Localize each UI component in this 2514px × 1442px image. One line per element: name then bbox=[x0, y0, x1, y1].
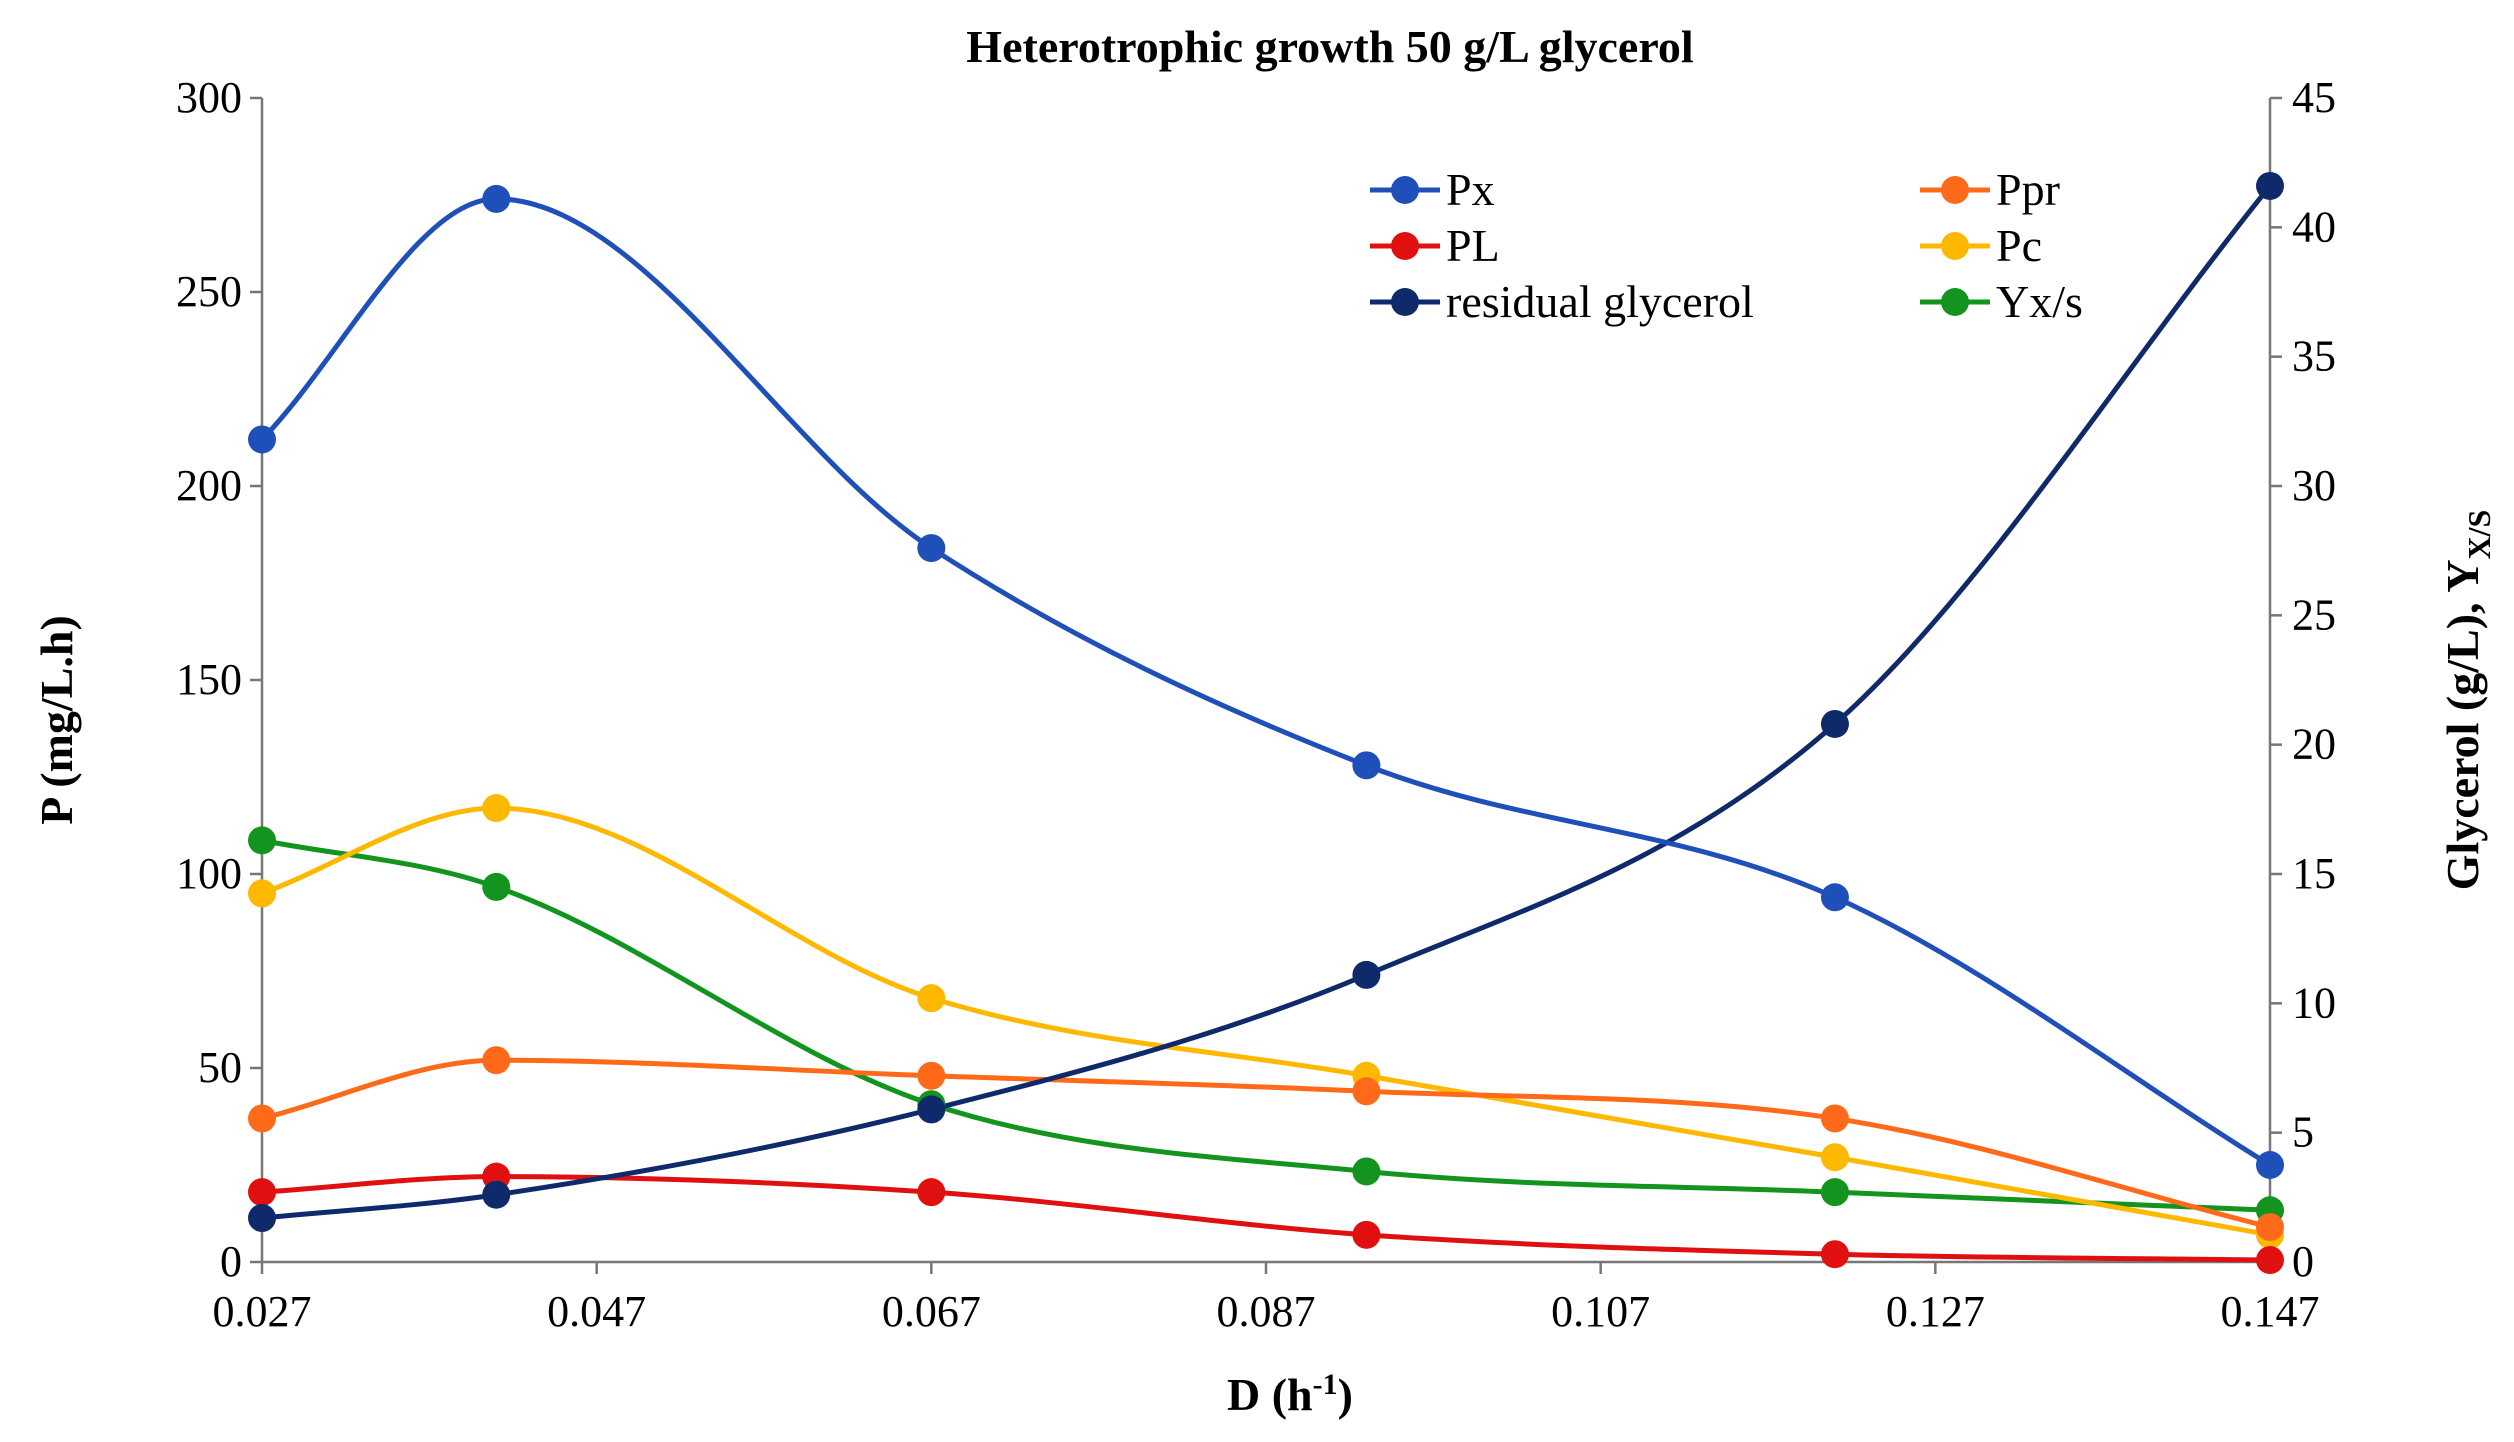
x-tick-label: 0.147 bbox=[2221, 1287, 2320, 1336]
legend-item-ppr: Ppr bbox=[1920, 164, 2060, 215]
data-point-yx-s bbox=[1352, 1157, 1381, 1186]
data-point-ppr bbox=[2256, 1213, 2284, 1242]
y-tick-label: 50 bbox=[198, 1043, 242, 1092]
x-tick-label: 0.067 bbox=[882, 1287, 981, 1336]
data-point-pl bbox=[248, 1178, 276, 1207]
x-tick-label: 0.127 bbox=[1886, 1287, 1985, 1336]
y2-tick-label: 45 bbox=[2292, 73, 2336, 122]
y-tick-label: 0 bbox=[220, 1237, 242, 1286]
series-line-ppr bbox=[259, 1057, 2273, 1230]
x-axis-label-close: ) bbox=[1338, 1369, 1353, 1420]
legend-label: Pc bbox=[1996, 220, 2042, 271]
data-point-ppr bbox=[1352, 1077, 1381, 1106]
data-point-yx-s bbox=[482, 872, 511, 901]
chart-title: Heterotrophic growth 50 g/L glycerol bbox=[966, 21, 1693, 72]
legend-label: Yx/s bbox=[1996, 276, 2083, 327]
data-point-residual-glycerol bbox=[248, 1204, 276, 1233]
y-tick-label: 150 bbox=[176, 655, 242, 704]
legend-label: Ppr bbox=[1996, 164, 2060, 215]
y-tick-label: 250 bbox=[176, 267, 242, 316]
y2-tick-label: 30 bbox=[2292, 461, 2336, 510]
data-point-residual-glycerol bbox=[1352, 960, 1381, 989]
data-point-px bbox=[917, 534, 946, 563]
legend-swatch-marker bbox=[1391, 232, 1419, 260]
legend-swatch-marker bbox=[1391, 288, 1419, 316]
y2-axis-label: Glycerol (g/L), YX/S bbox=[2437, 510, 2497, 891]
data-point-px bbox=[1820, 883, 1849, 912]
series-line-px bbox=[259, 196, 2273, 1168]
series-markers bbox=[248, 171, 2284, 1275]
x-tick-label: 0.087 bbox=[1217, 1287, 1316, 1336]
y2-tick-label: 35 bbox=[2292, 332, 2336, 381]
x-axis-label: D (h-1) bbox=[1227, 1368, 1353, 1420]
legend-label: residual glycerol bbox=[1446, 276, 1754, 327]
series-line-residual-glycerol bbox=[259, 183, 2273, 1221]
y2-tick-label: 15 bbox=[2292, 849, 2336, 898]
axes: 0 50 100 150 200 250 300 0 5 10 15 20 25 30 35 40 45 0.02… bbox=[176, 73, 2336, 1336]
data-point-ppr bbox=[482, 1046, 511, 1075]
legend: Px Ppr PL Pc residual glycerol Yx/s bbox=[1370, 164, 2083, 327]
data-point-pl bbox=[2256, 1246, 2284, 1275]
data-point-ppr bbox=[1820, 1104, 1849, 1133]
legend-swatch-marker bbox=[1941, 288, 1969, 316]
x-tick-label: 0.107 bbox=[1551, 1287, 1650, 1336]
data-point-pc bbox=[248, 879, 276, 908]
series-line-pl bbox=[259, 1174, 2273, 1263]
y2-axis-label-main: Glycerol (g/L), Y bbox=[2437, 559, 2488, 890]
series-line-pc bbox=[259, 805, 2273, 1238]
data-point-pl bbox=[1820, 1240, 1849, 1269]
data-point-residual-glycerol bbox=[917, 1095, 946, 1124]
data-point-pc bbox=[482, 794, 511, 823]
y2-tick-label: 20 bbox=[2292, 720, 2336, 769]
legend-item-px: Px bbox=[1370, 164, 1495, 215]
data-point-pc bbox=[917, 984, 946, 1013]
data-point-pc bbox=[1820, 1143, 1849, 1172]
y-axis-label: P (mg/L.h) bbox=[31, 615, 82, 825]
data-point-ppr bbox=[917, 1061, 946, 1090]
legend-item-yx-s: Yx/s bbox=[1920, 276, 2083, 327]
legend-label: PL bbox=[1446, 220, 1500, 271]
y2-tick-label: 0 bbox=[2292, 1237, 2314, 1286]
x-tick-label: 0.047 bbox=[547, 1287, 646, 1336]
y2-axis-label-sub: X/S bbox=[2461, 510, 2497, 560]
series-line-yx-s bbox=[259, 837, 2273, 1213]
data-point-px bbox=[2256, 1151, 2284, 1179]
data-point-residual-glycerol bbox=[2256, 171, 2284, 200]
data-point-yx-s bbox=[248, 826, 276, 855]
series-lines bbox=[259, 183, 2273, 1263]
y2-tick-label: 5 bbox=[2292, 1108, 2314, 1157]
data-point-pl bbox=[1352, 1220, 1381, 1249]
legend-swatch-marker bbox=[1941, 176, 1969, 204]
y2-tick-label: 40 bbox=[2292, 202, 2336, 251]
legend-item-pc: Pc bbox=[1920, 220, 2042, 271]
data-point-ppr bbox=[248, 1104, 276, 1133]
y2-tick-label: 25 bbox=[2292, 590, 2336, 639]
y2-tick-label: 10 bbox=[2292, 978, 2336, 1027]
legend-item-residual-glycerol: residual glycerol bbox=[1370, 276, 1754, 327]
legend-item-pl: PL bbox=[1370, 220, 1500, 271]
data-point-yx-s bbox=[1820, 1178, 1849, 1207]
legend-label: Px bbox=[1446, 164, 1495, 215]
legend-swatch-marker bbox=[1391, 176, 1419, 204]
data-point-residual-glycerol bbox=[1820, 709, 1849, 738]
data-point-pl bbox=[917, 1178, 946, 1207]
data-point-residual-glycerol bbox=[482, 1180, 511, 1209]
x-axis-label-sup: -1 bbox=[1313, 1368, 1338, 1401]
legend-swatch-marker bbox=[1941, 232, 1969, 260]
x-axis-label-main: D (h bbox=[1227, 1369, 1313, 1420]
data-point-px bbox=[1352, 751, 1381, 780]
y-tick-label: 200 bbox=[176, 461, 242, 510]
data-point-px bbox=[482, 184, 511, 213]
y-tick-label: 100 bbox=[176, 849, 242, 898]
data-point-px bbox=[248, 425, 276, 454]
x-tick-label: 0.027 bbox=[213, 1287, 312, 1336]
y-tick-label: 300 bbox=[176, 73, 242, 122]
